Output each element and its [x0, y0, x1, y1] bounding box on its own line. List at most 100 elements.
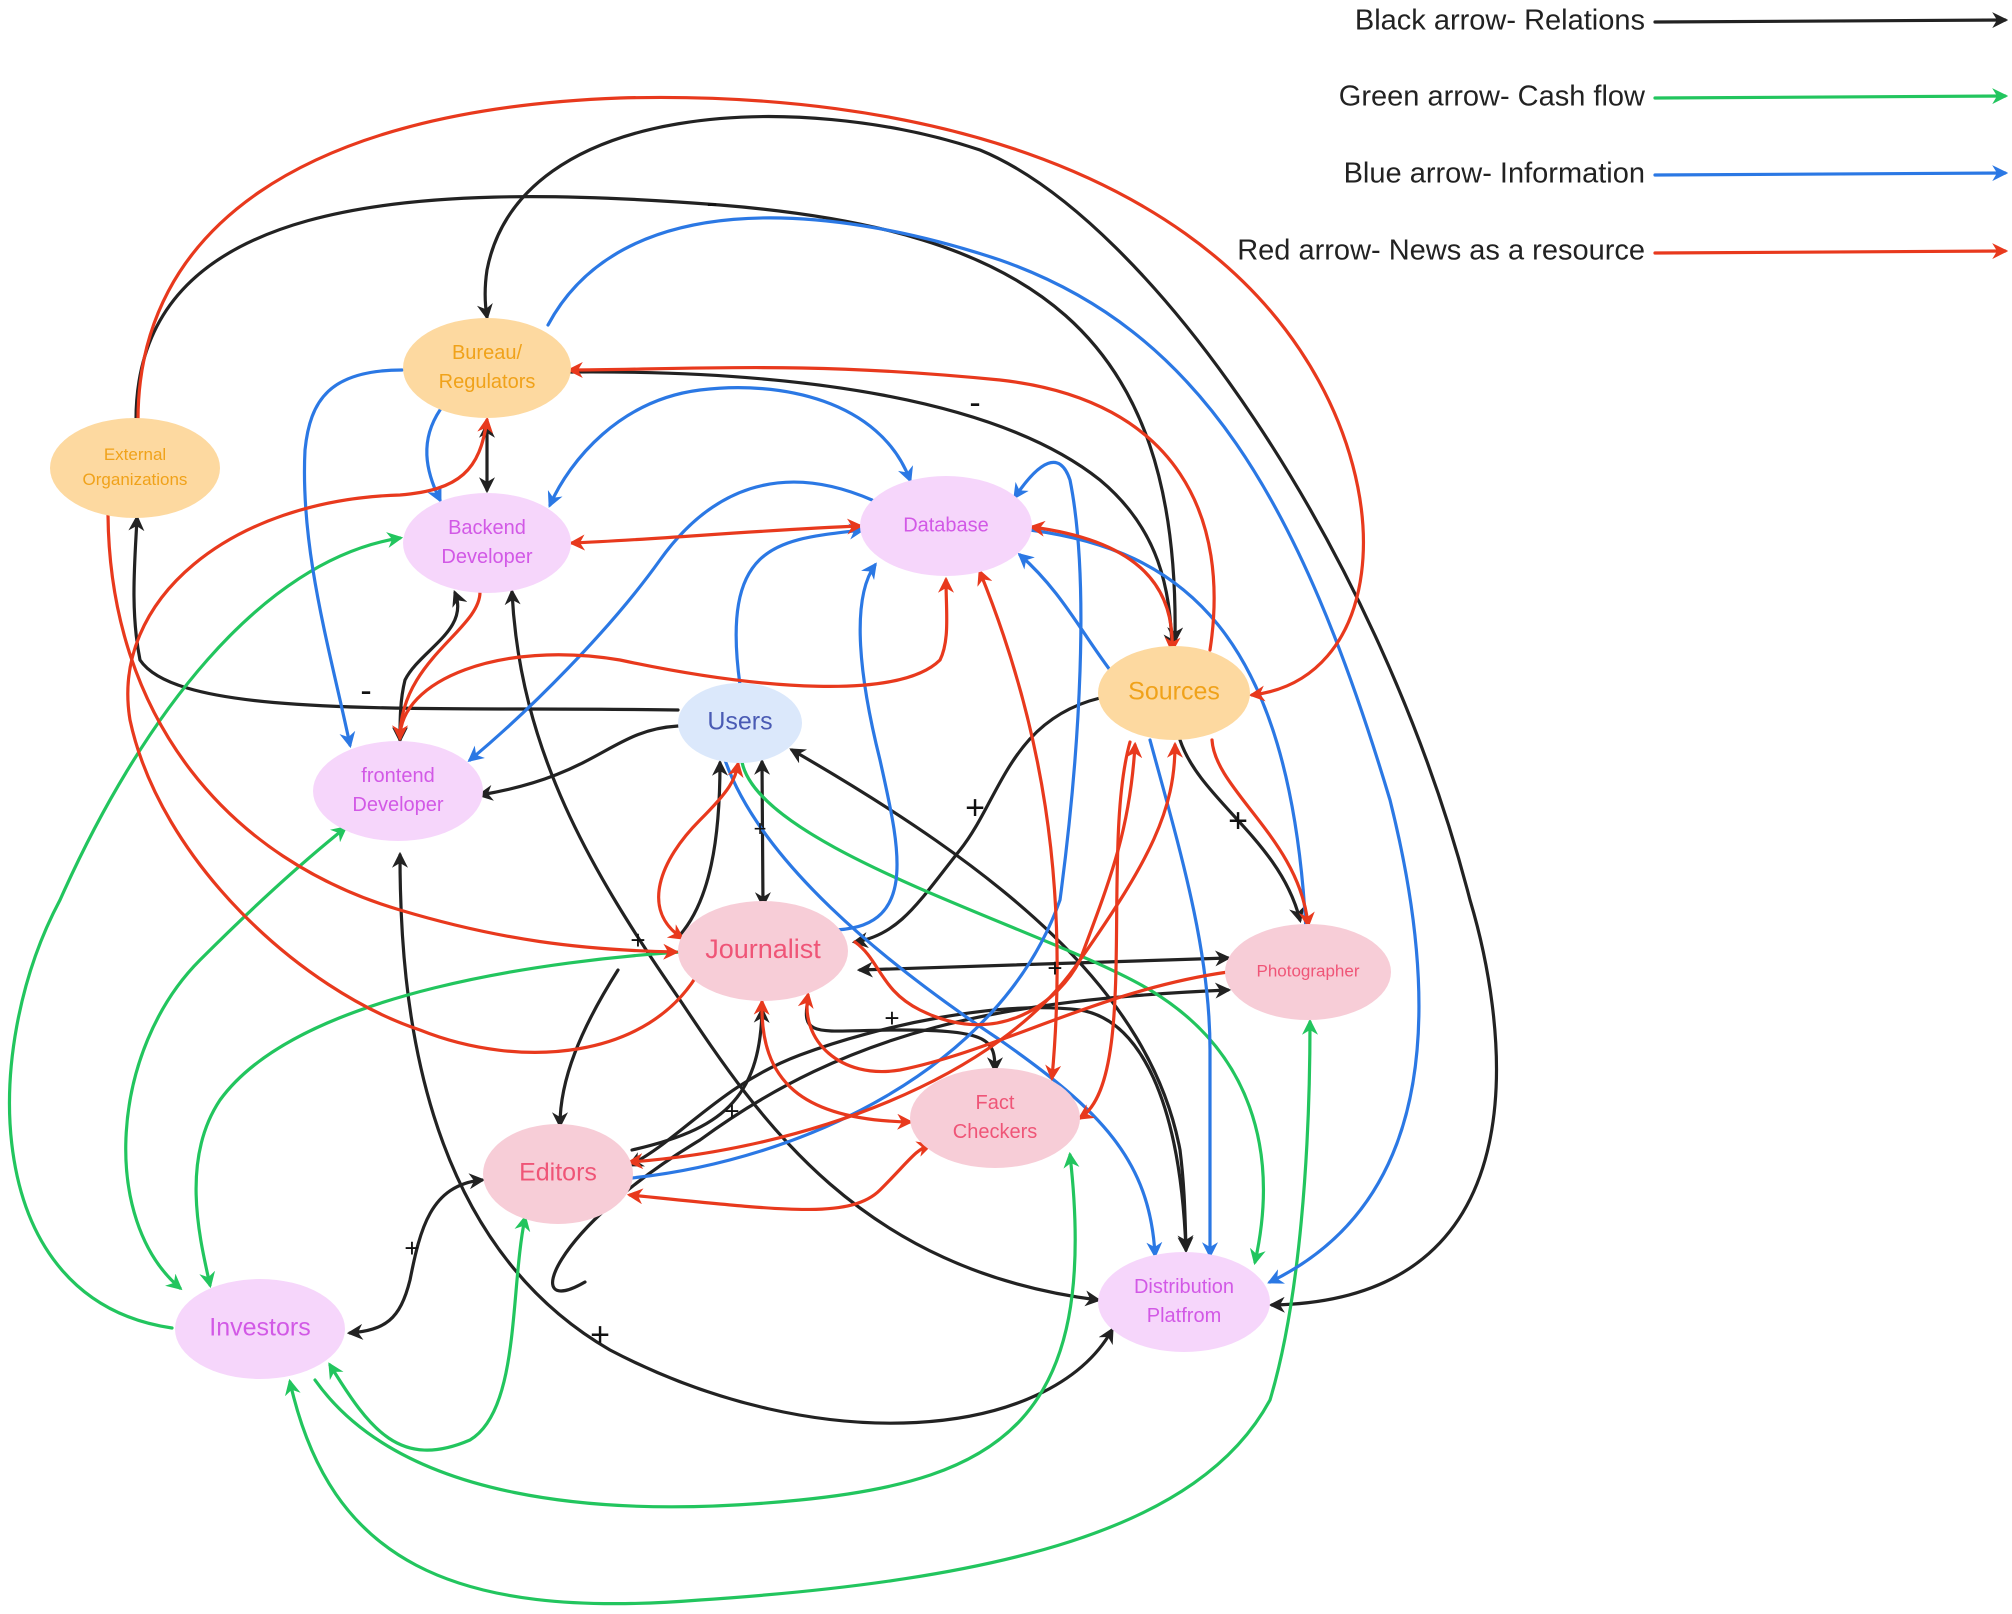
- node-label-external: External: [104, 445, 166, 464]
- edge-users-to-database: [734, 523, 866, 687]
- sign-minus: -: [706, 184, 717, 222]
- edge-users-to-frontend: [476, 724, 680, 801]
- node-investors: Investors: [175, 1279, 345, 1379]
- node-factcheckers: Fact Checkers: [910, 1068, 1080, 1168]
- node-label-database: Database: [903, 514, 989, 536]
- node-shape-users: [678, 683, 802, 763]
- sign-plus: +: [965, 789, 985, 827]
- sign-plus: +: [1047, 953, 1062, 983]
- legend-label-cash-flow: Green arrow- Cash flow: [1339, 81, 1646, 113]
- edge-editors-to-factcheckers-news: [626, 1141, 934, 1212]
- edge-external-to-journalist: [106, 513, 680, 960]
- edge-frontend-to-database: [398, 576, 955, 740]
- edge-journalist-to-users: [678, 759, 728, 937]
- node-label-journalist: Journalist: [705, 934, 821, 964]
- legend: Black arrow- Relations Green arrow- Cash…: [1237, 5, 2009, 267]
- nodes: External Organizations Bureau/Regulators Ba…: [50, 318, 1391, 1379]
- sign-plus: +: [754, 816, 767, 841]
- edge-editors-to-journalist: [630, 1006, 770, 1152]
- node-shape-backend: [403, 493, 571, 593]
- sign-plus: +: [590, 1316, 610, 1354]
- edge-investors-to-frontend: [124, 826, 348, 1291]
- node-label-users: Users: [707, 708, 772, 736]
- edge-bureau-to-frontend: [302, 368, 404, 749]
- legend-arrow-relations: [1653, 12, 2009, 29]
- node-label-photographer: Photographer: [1256, 961, 1359, 980]
- sign-minus: -: [360, 672, 371, 710]
- edge-investors-to-photographer: [285, 1018, 1318, 1606]
- sign-plus: +: [404, 1233, 419, 1263]
- edge-bureau-to-distribution: [546, 216, 1421, 1284]
- edge-database-to-backend: [547, 386, 913, 508]
- node-label-distribution: Distribution: [1134, 1276, 1234, 1298]
- node-label-bureau: Bureau/: [452, 342, 522, 364]
- edge-backend-to-frontend: [392, 590, 468, 744]
- edge-sources-to-database: [1017, 552, 1112, 672]
- node-journalist: Journalist: [678, 901, 848, 1001]
- node-label-frontend: Developer: [352, 794, 444, 816]
- node-label-external: Organizations: [83, 470, 188, 489]
- node-label-investors: Investors: [209, 1314, 310, 1342]
- edge-backend-to-journalist: [853, 741, 1143, 1027]
- node-shape-editors: [483, 1124, 633, 1224]
- node-shape-photographer: [1225, 924, 1391, 1020]
- legend-arrow-news: [1653, 243, 2009, 260]
- edge-bureau-to-backend: [425, 408, 442, 503]
- node-distribution: Distribution Platfrom: [1098, 1252, 1270, 1352]
- node-external: External Organizations: [50, 418, 220, 518]
- sign-plus: +: [884, 1003, 899, 1033]
- edge-investors-to-editors: [328, 1214, 531, 1452]
- legend-arrow-cash-flow: [1653, 88, 2009, 105]
- node-label-factcheckers: Checkers: [953, 1121, 1037, 1143]
- edge-investors-to-factcheckers: [313, 1151, 1080, 1509]
- node-sources: Sources: [1098, 646, 1250, 740]
- node-editors: Editors: [483, 1124, 633, 1224]
- legend-label-relations: Black arrow- Relations: [1355, 5, 1645, 37]
- edges-news: [106, 95, 1365, 1212]
- legend-item-information: Blue arrow- Information: [1344, 158, 2009, 190]
- edge-users-to-distribution: [789, 748, 1194, 1252]
- edge-sources-to-photographer-news: [1210, 738, 1315, 929]
- node-users: Users: [678, 683, 802, 763]
- relationship-signs: - - - + + + + + + + + +: [360, 184, 1248, 1354]
- node-frontend: frontend Developer: [313, 741, 483, 841]
- node-label-sources: Sources: [1128, 678, 1220, 706]
- node-shape-database: [860, 476, 1032, 576]
- node-shape-frontend: [313, 741, 483, 841]
- edge-database-to-backend-news: [568, 518, 864, 551]
- legend-label-news: Red arrow- News as a resource: [1237, 235, 1645, 267]
- node-shape-bureau: [403, 318, 571, 418]
- edge-sources-to-factcheckers: [1077, 740, 1132, 1120]
- sign-minus: -: [969, 384, 980, 422]
- node-bureau: Bureau/Regulators: [403, 318, 571, 418]
- legend-item-relations: Black arrow- Relations: [1355, 5, 2009, 37]
- node-shape-distribution: [1098, 1252, 1270, 1352]
- sign-plus: +: [1228, 802, 1248, 840]
- node-label-backend: Developer: [441, 546, 533, 568]
- legend-label-information: Blue arrow- Information: [1344, 158, 1645, 190]
- node-label-frontend: frontend: [361, 765, 434, 787]
- node-backend: Backend Developer: [403, 493, 571, 593]
- edge-database-to-factcheckers: [977, 569, 1062, 1082]
- edge-external-to-sources-news: [136, 95, 1365, 702]
- node-label-distribution: Platfrom: [1147, 1305, 1221, 1327]
- edge-journalist-to-investors: [194, 950, 682, 1289]
- node-label-editors: Editors: [519, 1159, 597, 1187]
- edge-investors-to-backend: [7, 532, 404, 1330]
- node-shape-investors: [175, 1279, 345, 1379]
- sign-plus: +: [724, 1096, 739, 1126]
- edge-photographer-to-journalist: [797, 970, 1230, 1074]
- edge-frontend-to-bureau: [126, 416, 702, 1054]
- node-database: Database: [860, 476, 1032, 576]
- node-photographer: Photographer: [1225, 924, 1391, 1020]
- node-label-bureau: Regulators: [439, 371, 536, 393]
- legend-item-cash-flow: Green arrow- Cash flow: [1339, 81, 2009, 113]
- legend-arrow-information: [1653, 165, 2009, 182]
- legend-item-news: Red arrow- News as a resource: [1237, 235, 2009, 267]
- node-label-backend: Backend: [448, 517, 526, 539]
- edge-sources-to-bureau: [566, 361, 1216, 652]
- sign-plus: +: [630, 925, 645, 955]
- edge-database-to-sources: [1028, 520, 1181, 654]
- node-label-factcheckers: Fact: [976, 1092, 1015, 1114]
